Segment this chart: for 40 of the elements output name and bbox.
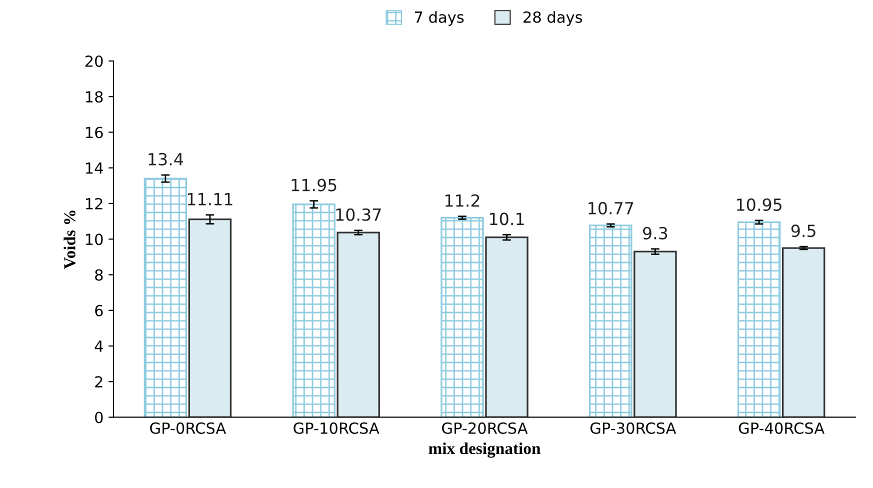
bar bbox=[188, 218, 232, 418]
data-label: 10.95 bbox=[737, 198, 782, 211]
y-tick-label: 16 bbox=[86, 126, 103, 138]
x-tick-label: GP-20RCSA bbox=[442, 422, 528, 434]
bar bbox=[144, 178, 188, 418]
bar bbox=[485, 236, 528, 418]
bar bbox=[589, 224, 632, 418]
y-tick-label: 2 bbox=[95, 376, 102, 388]
bar bbox=[737, 221, 781, 418]
data-label: 11.2 bbox=[446, 194, 480, 207]
x-tick-label: GP-0RCSA bbox=[150, 422, 226, 434]
y-tick-label: 10 bbox=[86, 234, 103, 246]
x-tick-label: GP-30RCSA bbox=[590, 422, 676, 434]
bar bbox=[634, 250, 677, 418]
y-tick-label: 18 bbox=[86, 91, 103, 103]
data-label: 13.4 bbox=[148, 152, 184, 166]
data-label: 11.11 bbox=[188, 193, 232, 206]
y-tick-label: 12 bbox=[86, 198, 102, 210]
x-tick-label: GP-10RCSA bbox=[294, 422, 380, 434]
legend-label: 7 days bbox=[414, 11, 464, 26]
data-label: 11.95 bbox=[292, 178, 336, 192]
y-tick-label: 14 bbox=[86, 162, 103, 174]
data-label: 10.1 bbox=[490, 212, 524, 226]
y-tick-label: 4 bbox=[94, 340, 103, 352]
data-label: 9.3 bbox=[642, 226, 668, 240]
y-tick-label: 0 bbox=[95, 412, 103, 424]
x-tick-label: GP-40RCSA bbox=[738, 422, 825, 434]
bar bbox=[292, 204, 336, 418]
y-tick-label: 8 bbox=[95, 269, 103, 281]
y-tick-label: 20 bbox=[85, 55, 103, 68]
bar bbox=[782, 247, 826, 418]
x-axis-title: mix designation bbox=[428, 442, 541, 458]
data-label: 9.5 bbox=[791, 224, 816, 238]
bar bbox=[336, 232, 380, 418]
y-tick-label: 6 bbox=[95, 304, 103, 316]
bar bbox=[440, 216, 484, 418]
y-axis-title: Voids % bbox=[64, 210, 76, 269]
legend-label: 28 days bbox=[524, 11, 582, 26]
data-label: 10.37 bbox=[336, 208, 381, 221]
data-label: 10.77 bbox=[588, 202, 634, 215]
